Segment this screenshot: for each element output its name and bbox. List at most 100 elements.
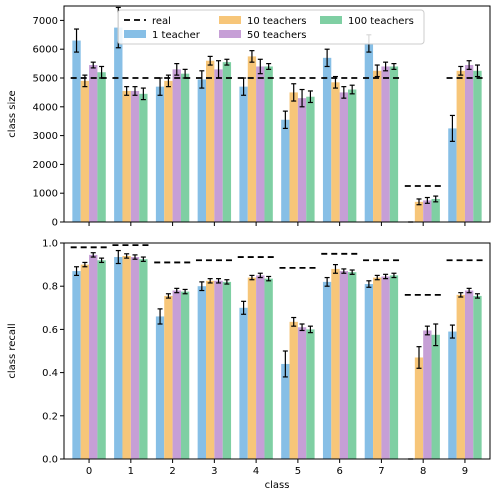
legend-1-teacher-label: 1 teacher xyxy=(152,30,201,41)
legend-frame xyxy=(117,9,425,45)
class-size-panel: 0 1000 2000 3000 4000 5000 6000 7000 class size xyxy=(7,5,491,229)
bar xyxy=(239,86,248,222)
bar xyxy=(339,271,348,459)
y-tick-label: 0.8 xyxy=(42,282,58,293)
bar xyxy=(448,331,457,459)
x-tick-label: 8 xyxy=(420,466,426,477)
bar xyxy=(389,66,399,222)
bar xyxy=(456,70,465,222)
bar xyxy=(373,70,382,222)
y-tick-label: 0.6 xyxy=(42,325,58,336)
y-tick-label: 6000 xyxy=(33,45,58,56)
y-tick-label: 5000 xyxy=(33,74,58,85)
bar xyxy=(239,307,248,459)
bar xyxy=(72,271,81,459)
x-tick-label: 2 xyxy=(169,466,175,477)
bar xyxy=(473,295,482,459)
y-axis-label: class recall xyxy=(7,323,18,378)
bar xyxy=(464,290,474,459)
bar xyxy=(256,66,265,222)
y-tick-label: 0.4 xyxy=(42,368,58,379)
bar xyxy=(214,69,223,222)
x-tick-label: 0 xyxy=(86,466,92,477)
bar xyxy=(214,280,223,459)
legend-10-teachers-swatch xyxy=(219,16,241,24)
axes-frame xyxy=(63,5,491,223)
y-tick-label: 0 xyxy=(52,218,58,229)
x-tick-label: 3 xyxy=(211,466,217,477)
legend-10-teachers-label: 10 teachers xyxy=(247,16,306,27)
y-tick-label: 4000 xyxy=(33,102,58,113)
bar xyxy=(97,260,106,459)
bar xyxy=(289,321,298,459)
y-tick-label: 1.0 xyxy=(42,239,58,250)
bar xyxy=(373,277,382,459)
legend-real-label: real xyxy=(152,16,171,27)
y-axis-label: class size xyxy=(7,90,18,137)
legend-100-teachers-label: 100 teachers xyxy=(348,16,414,27)
bar xyxy=(297,327,307,459)
bar xyxy=(331,82,340,222)
bar xyxy=(89,65,98,222)
bar xyxy=(206,280,215,459)
y-tick-label: 3000 xyxy=(33,131,58,142)
bar xyxy=(414,201,424,222)
bar xyxy=(348,272,357,459)
bar xyxy=(431,334,440,459)
x-tick-label: 5 xyxy=(295,466,301,477)
bar xyxy=(423,330,432,459)
bar xyxy=(464,65,474,222)
y-tick-label: 0.0 xyxy=(42,455,58,466)
bar xyxy=(331,268,340,459)
bar xyxy=(180,291,190,459)
bar xyxy=(197,79,206,222)
bar xyxy=(364,284,374,459)
bar xyxy=(122,255,131,459)
legend-50-teachers-label: 50 teachers xyxy=(247,30,306,41)
bar xyxy=(247,56,257,223)
class-recall-panel: 0.0 0.2 0.4 0.6 0.8 1.0 0 1 2 3 4 5 6 7 8 9 class recall… xyxy=(7,239,491,491)
y-tick-label: 1000 xyxy=(33,189,58,200)
bar xyxy=(389,275,399,459)
y-tick-label: 2000 xyxy=(33,160,58,171)
x-tick-label: 6 xyxy=(336,466,342,477)
y-tick-label: 0.2 xyxy=(42,411,58,422)
bar xyxy=(423,200,432,222)
bar xyxy=(114,257,123,459)
bar xyxy=(306,329,315,459)
bar xyxy=(114,27,123,222)
x-tick-label: 9 xyxy=(462,466,468,477)
bar xyxy=(172,290,181,459)
bar xyxy=(414,357,424,459)
bar xyxy=(155,316,165,459)
bar xyxy=(381,276,390,459)
x-tick-label: 7 xyxy=(378,466,384,477)
bar xyxy=(381,66,390,222)
legend: real 1 teacher 10 teachers 50 teachers 1… xyxy=(117,9,425,45)
x-axis-label: class xyxy=(265,480,290,491)
bar xyxy=(322,281,332,459)
bar xyxy=(431,198,440,222)
bar xyxy=(89,254,98,459)
bar xyxy=(322,57,332,223)
bar xyxy=(264,66,273,222)
bar xyxy=(130,257,140,459)
bar xyxy=(80,264,90,459)
bar xyxy=(80,80,90,222)
bar xyxy=(172,69,181,222)
bar xyxy=(222,62,232,222)
bar xyxy=(473,70,482,222)
x-tick-label: 4 xyxy=(253,466,259,477)
bar xyxy=(122,90,131,223)
bar xyxy=(448,128,457,222)
bar xyxy=(281,363,290,459)
legend-50-teachers-swatch xyxy=(219,30,241,38)
legend-1-teacher-swatch xyxy=(124,30,146,38)
bar xyxy=(164,295,173,459)
bar xyxy=(139,93,148,222)
bar xyxy=(364,43,374,222)
y-tick-label: 7000 xyxy=(33,16,58,27)
bar xyxy=(164,80,173,222)
bar xyxy=(306,96,315,222)
